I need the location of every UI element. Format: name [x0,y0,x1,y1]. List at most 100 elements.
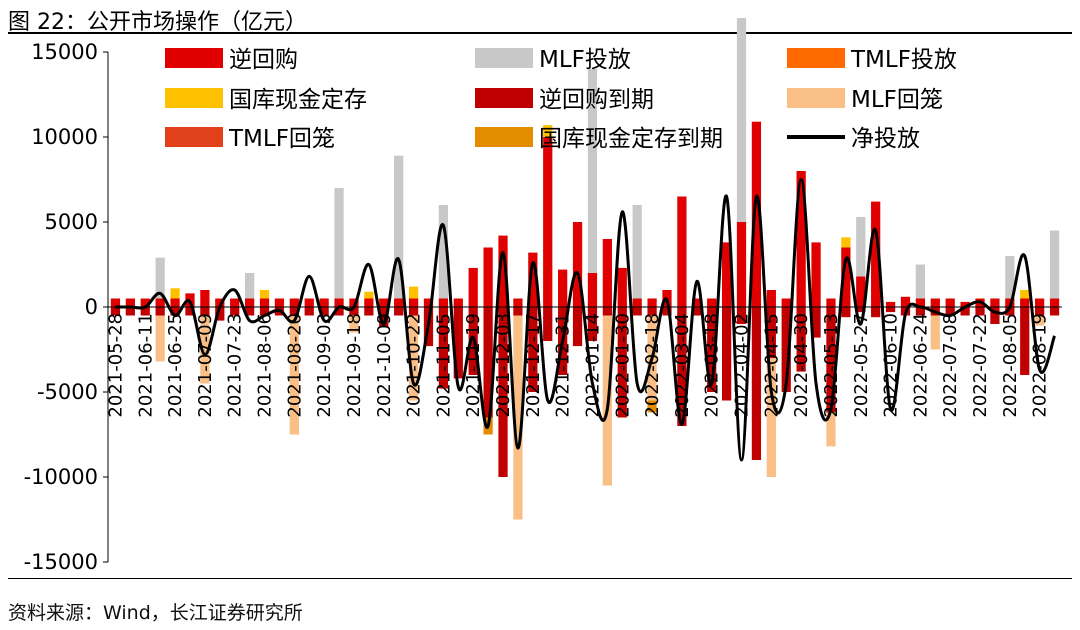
bar-5-3 [155,315,165,362]
bar-3-49 [841,237,851,248]
legend-label-8: 净投放 [851,126,920,152]
bar-4-5 [185,307,195,316]
bar-4-43 [751,307,762,460]
x-tick-label-24: 2022-05-13 [821,313,842,418]
legend-swatch-3 [165,88,223,108]
bar-5-62 [1035,315,1045,326]
bar-4-46 [796,307,806,372]
bar-0-25 [483,247,493,307]
bar-5-20 [408,315,419,401]
legend-label-2: TMLF投放 [850,47,957,73]
bar-4-63 [1049,307,1060,316]
bar-1-19 [394,155,404,299]
x-tick-label-14: 2021-12-17 [523,313,544,418]
x-tick-label-5: 2021-08-06 [255,313,276,418]
bar-0-9 [244,298,255,307]
x-tick-label-10: 2021-10-22 [404,313,425,418]
bar-0-22 [438,298,449,307]
bar-4-23 [453,307,463,379]
bar-1-50 [856,216,866,277]
bar-0-42 [736,222,747,307]
bar-0-1 [125,298,135,307]
bar-0-15 [334,298,344,307]
bottom-rule [8,578,1072,579]
bar-4-13 [304,307,314,316]
bar-4-58 [975,307,985,316]
x-tick-label-21: 2022-04-02 [732,313,753,418]
legend-label-7: 国库现金定存到期 [539,126,723,152]
bar-4-22 [438,307,449,389]
bar-0-20 [408,298,419,307]
bar-3-61 [1020,290,1030,299]
bar-4-38 [677,307,687,426]
bar-0-24 [468,267,478,307]
bar-5-44 [766,358,776,477]
legend-label-1: MLF投放 [539,47,631,73]
bar-1-9 [244,273,255,299]
bar-0-4 [170,298,180,307]
x-tick-label-18: 2022-02-18 [642,313,663,418]
bar-0-63 [1049,298,1060,307]
bar-0-12 [289,298,299,307]
bar-3-20 [408,286,419,299]
bar-4-26 [498,307,508,477]
bar-1-60 [1005,256,1015,299]
bar-1-32 [587,69,598,273]
x-tick-label-28: 2022-07-08 [940,313,961,418]
bar-1-42 [736,18,747,222]
bar-4-31 [572,307,583,347]
x-tick-label-16: 2022-01-14 [582,313,603,418]
bar-0-8 [230,298,240,307]
legend-label-3: 国库现金定存 [229,87,367,113]
y-tick-label-0: 15000 [31,40,98,64]
bar-4-41 [721,307,732,401]
bar-5-27 [513,315,523,520]
x-axis: 2021-05-28 2021-06-11 2021-06-25 2021-07-09… [105,313,1050,418]
bar-4-10 [259,307,270,316]
y-tick-label-1: 10000 [31,125,98,149]
bar-1-22 [438,205,449,299]
bar-4-15 [334,307,344,316]
bar-4-47 [811,307,821,338]
net-injection-line [115,178,1056,462]
bar-4-20 [408,307,419,316]
bar-4-37 [662,307,672,316]
x-tick-label-25: 2022-05-27 [851,313,872,418]
bar-4-1 [125,307,135,316]
x-tick-label-13: 2021-12-03 [493,313,514,418]
legend-swatch-0 [165,48,223,68]
bar-0-49 [841,247,851,307]
x-tick-label-22: 2022-04-15 [761,313,782,418]
bar-3-10 [259,290,270,299]
top-rule [8,32,1072,34]
legend-swatch-1 [475,48,533,68]
bar-0-7 [215,298,225,307]
x-tick-label-8: 2021-09-18 [344,313,365,418]
bar-4-42 [736,307,747,324]
legend-label-4: 逆回购到期 [539,87,654,113]
bar-0-57 [960,301,970,307]
x-tick-label-7: 2021-09-03 [314,313,335,418]
bar-0-16 [349,298,359,307]
x-tick-label-15: 2021-12-31 [553,313,574,418]
bar-0-31 [572,222,583,307]
bar-4-36 [647,307,657,316]
bar-4-3 [155,307,165,316]
bar-4-32 [587,307,598,341]
bar-4-17 [364,307,374,316]
bar-5-48 [826,412,836,447]
bar-4-0 [110,307,121,316]
bar-0-13 [304,298,314,307]
bar-0-34 [617,267,627,307]
x-tick-label-2: 2021-06-25 [165,313,186,418]
bar-4-49 [841,307,851,318]
bar-4-19 [394,307,404,316]
bar-4-8 [230,307,240,316]
bar-0-27 [513,298,523,307]
bar-4-35 [632,307,642,316]
x-tick-label-19: 2022-03-04 [672,313,693,418]
bar-4-57 [960,307,970,316]
x-tick-label-12: 2021-11-19 [463,313,484,418]
x-tick-label-20: 2022-03-18 [702,313,723,418]
x-tick-label-31: 2022-08-19 [1030,313,1051,418]
